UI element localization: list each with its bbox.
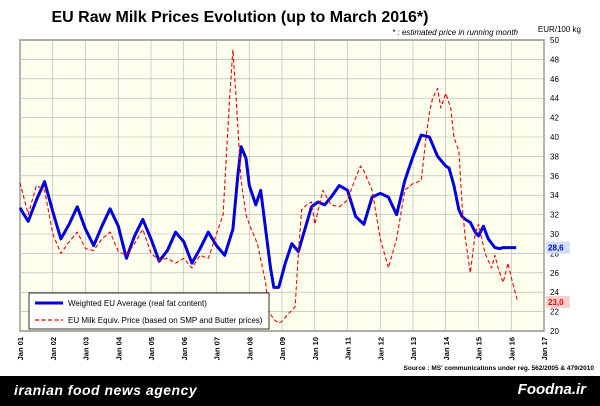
y-tick-label: 26 [550, 269, 559, 278]
x-tick-label: Jan 03 [82, 337, 91, 360]
chart-subtitle: * : estimated price in running month [392, 28, 518, 37]
legend-label-equiv: EU Milk Equiv. Price (based on SMP and B… [68, 316, 263, 325]
y-axis-ticks: 20 22 24 26 28 30 32 34 36 38 40 42 44 46 48 50 [550, 36, 559, 336]
series-line-milk-equiv-price [19, 49, 519, 324]
y-tick-label: 32 [550, 211, 559, 220]
y-tick-label: 36 [550, 172, 559, 181]
y-tick-label: 46 [550, 75, 559, 84]
y-tick-label: 50 [550, 36, 559, 45]
end-label: 28,6 [548, 244, 564, 253]
x-tick-label: Jan 02 [49, 337, 58, 360]
x-tick-label: Jan 09 [278, 337, 287, 360]
x-tick-label: Jan 15 [475, 337, 484, 360]
y-tick-label: 40 [550, 133, 559, 142]
series-lines [18, 49, 519, 324]
x-tick-label: Jan 14 [442, 336, 451, 360]
chart-title: EU Raw Milk Prices Evolution (up to Marc… [52, 9, 429, 26]
agency-name: iranian food news agency [14, 382, 198, 398]
x-tick-label: Jan 13 [409, 337, 418, 360]
x-tick-label: Jan 04 [114, 336, 123, 360]
x-tick-label: Jan 11 [344, 337, 353, 360]
x-tick-label: Jan 05 [147, 337, 156, 360]
x-tick-label: Jan 10 [311, 337, 320, 360]
y-tick-label: 34 [550, 191, 559, 200]
x-tick-label: Jan 12 [376, 337, 385, 360]
source-note: Source : MS' communications under reg. 5… [404, 365, 595, 372]
y-tick-label: 48 [550, 55, 559, 64]
x-tick-label: Jan 16 [507, 337, 516, 360]
end-label: 23,0 [548, 298, 564, 307]
x-tick-label: Jan 07 [213, 337, 222, 360]
grid-lines [19, 39, 545, 332]
y-tick-label: 30 [550, 230, 559, 239]
milk-price-chart: EU Raw Milk Prices Evolution (up to Marc… [16, 9, 595, 372]
x-tick-label: Jan 08 [245, 337, 254, 360]
y-tick-label: 20 [550, 327, 559, 336]
y-tick-label: 24 [550, 288, 559, 297]
footer-bar: iranian food news agency Foodna.ir [0, 376, 600, 406]
x-tick-label: Jan 17 [540, 337, 549, 360]
site-name: Foodna.ir [517, 381, 586, 398]
y-tick-label: 22 [550, 308, 559, 317]
x-axis-ticks: Jan 01 Jan 02 Jan 03 Jan 04 Jan 05 Jan 06 Jan … [16, 336, 549, 360]
y-tick-label: 28 [550, 249, 559, 258]
x-tick-label: Jan 06 [180, 337, 189, 360]
legend: Weighted EU Average (real fat content) E… [28, 292, 270, 330]
end-label-bg [546, 241, 570, 254]
legend-label-weighted: Weighted EU Average (real fat content) [68, 299, 207, 308]
y-axis-unit: EUR/100 kg [538, 25, 581, 34]
end-label-bg [546, 295, 570, 308]
y-tick-label: 44 [550, 94, 559, 103]
y-tick-label: 38 [550, 152, 559, 161]
end-labels: 28,6 23,0 [546, 241, 570, 308]
series-line-weighted-eu-average [18, 133, 517, 289]
x-tick-label: Jan 01 [16, 337, 25, 360]
y-tick-label: 42 [550, 114, 559, 123]
legend-box [28, 292, 270, 330]
